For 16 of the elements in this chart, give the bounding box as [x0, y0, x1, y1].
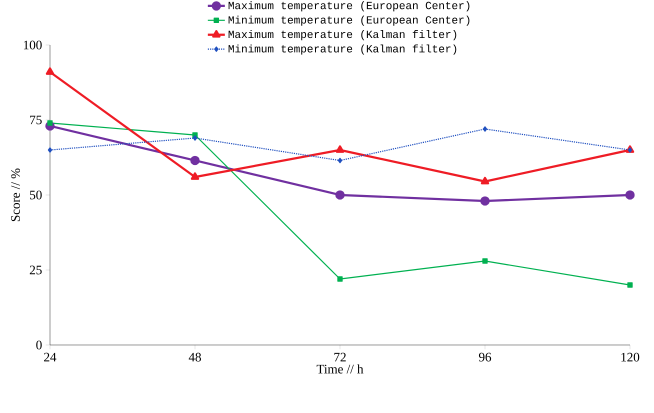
- y-tick-label: 0: [36, 340, 42, 350]
- x-tick-label: 96: [478, 352, 492, 362]
- y-tick-label: 50: [30, 190, 42, 200]
- x-tick-label: 72: [334, 352, 346, 362]
- y-tick-label: 75: [30, 116, 42, 124]
- x-axis-title: Time // h: [316, 364, 364, 374]
- x-tick-label: 48: [188, 352, 201, 362]
- y-tick-label: 25: [30, 266, 42, 274]
- y-axis-title: Score // %: [11, 168, 20, 222]
- legend-label: Minimum temperature (European Center): [228, 16, 470, 26]
- x-tick-label: 120: [621, 352, 640, 362]
- x-tick-label: 24: [44, 352, 56, 362]
- legend-label: Maximum temperature (Kalman filter): [228, 30, 456, 40]
- legend-label: Minimum temperature (Kalman filter): [228, 44, 456, 55]
- legend-label: Maximum temperature (European Center): [228, 1, 470, 12]
- y-tick-label: 100: [24, 40, 42, 50]
